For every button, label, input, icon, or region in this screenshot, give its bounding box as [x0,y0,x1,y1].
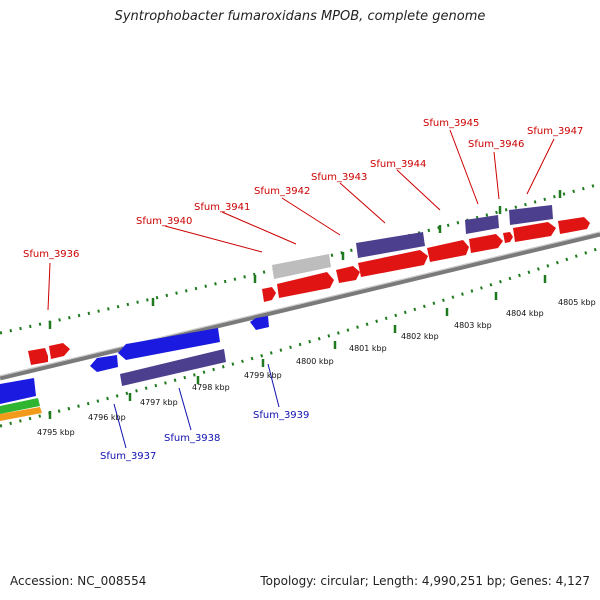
gene-arrow [262,287,276,302]
accession-text: Accession: NC_008554 [10,574,147,588]
gene-arrow [358,250,428,277]
forward-genes [28,217,590,365]
purple-gene-lower [120,349,226,386]
gene-arrow [49,343,70,359]
genome-backbone [0,231,600,381]
gene-arrow [427,240,469,262]
gene-label: Sfum_3938 [164,433,220,444]
upper-tick-track [0,182,600,335]
gene-label: Sfum_3943 [311,172,367,183]
lower-major-ticks [48,275,547,419]
gene-label: Sfum_3946 [468,139,524,150]
gene-arrow [336,266,360,283]
lower-tick-track [0,246,600,428]
gene-label: Sfum_3947 [527,126,583,137]
gene-arrow [558,217,590,234]
orange-gene [0,407,42,421]
kbp-label: 4796 kbp [88,413,126,422]
gene-arrow [503,232,513,243]
reverse-genes [0,316,269,404]
reverse-leader-lines [113,363,280,449]
kbp-label: 4805 kbp [558,298,596,307]
gene-label: Sfum_3944 [370,159,426,170]
gene-label: Sfum_3945 [423,118,479,129]
upper-major-ticks [48,190,562,329]
gene-label: Sfum_3936 [23,249,79,260]
gene-arrow [277,272,334,298]
forward-gene-labels: Sfum_3936 Sfum_3940 Sfum_3941 Sfum_3942 … [23,118,583,260]
gene-label: Sfum_3937 [100,451,156,462]
forward-leader-lines [47,129,555,311]
gene-arrow [28,348,48,365]
genome-title: Syntrophobacter fumaroxidans MPOB, compl… [114,9,486,24]
kbp-label: 4802 kbp [401,332,439,341]
gene-arrow [0,378,36,404]
kbp-label: 4801 kbp [349,344,387,353]
reverse-gene-labels: Sfum_3937 Sfum_3938 Sfum_3939 [100,410,309,462]
gene-arrow [90,355,118,372]
topology-text: Topology: circular; Length: 4,990,251 bp… [260,574,590,588]
kbp-labels: 4795 kbp 4796 kbp 4797 kbp 4798 kbp 4799… [37,298,596,437]
gene-label: Sfum_3942 [254,186,310,197]
grey-gene [272,254,331,279]
green-gene [0,398,40,414]
gene-label: Sfum_3941 [194,202,250,213]
purple-genes-upper [356,205,553,258]
kbp-label: 4803 kbp [454,321,492,330]
kbp-label: 4797 kbp [140,398,178,407]
kbp-label: 4795 kbp [37,428,75,437]
kbp-label: 4799 kbp [244,371,282,380]
gene-arrow [469,234,503,253]
genome-backbone-highlight [0,231,600,377]
gene-label: Sfum_3940 [136,216,192,227]
kbp-label: 4804 kbp [506,309,544,318]
gene-arrow [118,328,220,360]
gene-arrow [513,222,556,242]
kbp-label: 4798 kbp [192,383,230,392]
kbp-label: 4800 kbp [296,357,334,366]
gene-arrow [250,316,269,330]
gene-label: Sfum_3939 [253,410,309,421]
